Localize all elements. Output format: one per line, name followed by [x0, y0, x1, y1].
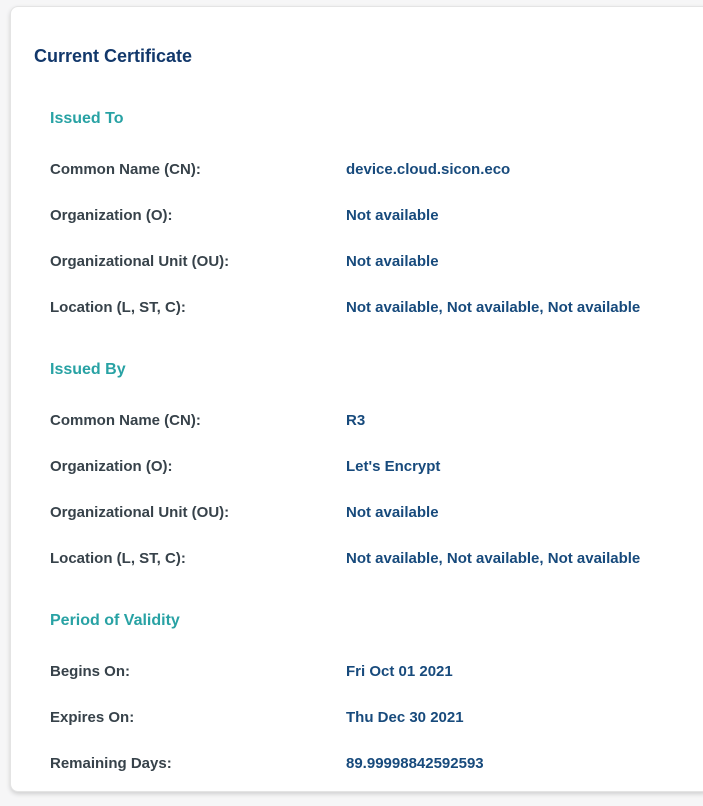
field-label: Common Name (CN): [50, 161, 201, 178]
field-label: Location (L, ST, C): [50, 299, 186, 316]
field-label: Organizational Unit (OU): [50, 253, 230, 270]
field-value: R3 [346, 412, 366, 429]
field-value: Not available [346, 253, 439, 270]
section-heading: Issued To [50, 110, 124, 127]
field-value: Not available [346, 207, 439, 224]
field-row-organization: Organization (O): Let's Encrypt [50, 457, 685, 477]
field-label: Expires On: [50, 709, 135, 726]
field-label: Common Name (CN): [50, 412, 201, 429]
field-value: device.cloud.sicon.eco [346, 161, 511, 178]
section-issued-by: Issued By Common Name (CN): R3 Organizat… [50, 360, 685, 569]
certificate-card: Current Certificate Issued To Common Nam… [10, 6, 703, 792]
field-value: 89.99998842592593 [346, 755, 484, 772]
field-value: Not available [346, 504, 439, 521]
field-value: Let's Encrypt [346, 458, 441, 475]
field-label: Remaining Days: [50, 755, 172, 772]
section-heading: Period of Validity [50, 612, 180, 629]
field-label: Location (L, ST, C): [50, 550, 186, 567]
field-row-common-name: Common Name (CN): device.cloud.sicon.eco [50, 160, 685, 180]
field-row-organizational-unit: Organizational Unit (OU): Not available [50, 252, 685, 272]
field-label: Organizational Unit (OU): [50, 504, 230, 521]
field-value: Not available, Not available, Not availa… [346, 299, 641, 316]
field-value: Fri Oct 01 2021 [346, 663, 453, 680]
field-row-begins-on: Begins On: Fri Oct 01 2021 [50, 662, 685, 682]
field-label: Organization (O): [50, 458, 173, 475]
field-row-organization: Organization (O): Not available [50, 206, 685, 226]
section-period-of-validity: Period of Validity Begins On: Fri Oct 01… [50, 611, 685, 774]
certificate-sections: Issued To Common Name (CN): device.cloud… [50, 109, 685, 774]
field-label: Begins On: [50, 663, 131, 680]
field-row-expires-on: Expires On: Thu Dec 30 2021 [50, 708, 685, 728]
field-label: Organization (O): [50, 207, 173, 224]
field-value: Not available, Not available, Not availa… [346, 550, 641, 567]
field-row-remaining-days: Remaining Days: 89.99998842592593 [50, 754, 685, 774]
field-value: Thu Dec 30 2021 [346, 709, 464, 726]
field-row-location: Location (L, ST, C): Not available, Not … [50, 549, 685, 569]
section-issued-to: Issued To Common Name (CN): device.cloud… [50, 109, 685, 318]
section-heading: Issued By [50, 361, 126, 378]
page-title: Current Certificate [34, 46, 193, 66]
field-row-organizational-unit: Organizational Unit (OU): Not available [50, 503, 685, 523]
field-row-location: Location (L, ST, C): Not available, Not … [50, 298, 685, 318]
field-row-common-name: Common Name (CN): R3 [50, 411, 685, 431]
